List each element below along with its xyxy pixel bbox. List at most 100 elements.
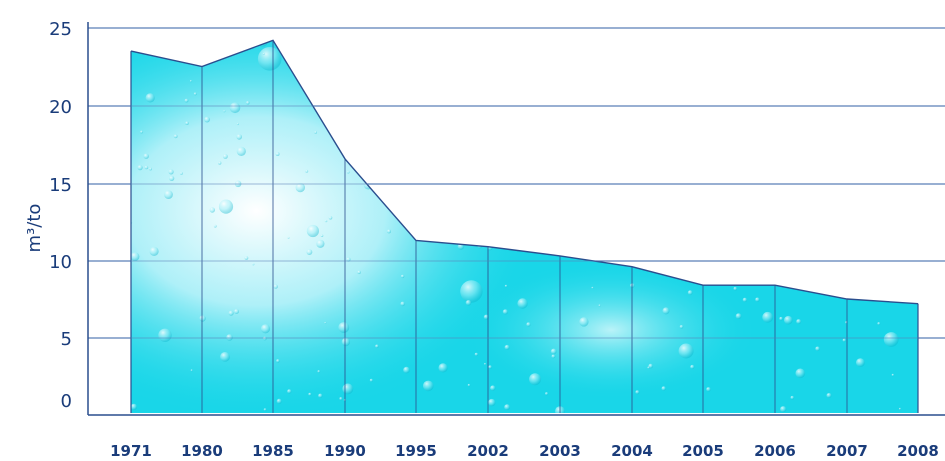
water-drop xyxy=(705,97,710,103)
water-drop xyxy=(752,90,755,93)
water-drop xyxy=(204,116,211,123)
water-drop xyxy=(733,286,738,291)
water-drop xyxy=(490,385,496,391)
water-drop xyxy=(499,204,502,207)
water-drop xyxy=(460,280,483,303)
water-drop xyxy=(493,97,497,101)
water-drop xyxy=(490,124,494,128)
water-drop xyxy=(589,202,595,208)
water-drop xyxy=(305,169,309,173)
water-drop xyxy=(769,124,784,139)
water-drop xyxy=(276,398,282,404)
water-drop xyxy=(164,190,173,200)
water-drop xyxy=(658,97,662,101)
water-drop xyxy=(448,122,451,125)
water-drop xyxy=(652,40,657,43)
water-drop xyxy=(443,140,446,143)
x-tick-label: 1990 xyxy=(324,442,366,460)
water-drop xyxy=(784,315,793,325)
water-drop xyxy=(873,149,883,159)
water-drop xyxy=(830,213,833,216)
water-drop xyxy=(886,266,890,270)
water-drop xyxy=(617,92,620,95)
water-drop xyxy=(822,87,826,90)
water-drop xyxy=(811,193,816,198)
water-drop xyxy=(808,252,811,255)
y-tick-label: 0 xyxy=(61,391,72,412)
water-drop xyxy=(822,265,827,271)
y-tick-label: 15 xyxy=(49,175,72,196)
water-drop xyxy=(131,403,138,411)
water-drop xyxy=(189,80,193,83)
water-drop xyxy=(504,404,510,411)
water-drop xyxy=(477,227,483,233)
water-drop xyxy=(484,362,487,366)
water-drop xyxy=(521,86,529,94)
water-drop xyxy=(342,383,354,395)
water-drop xyxy=(244,256,249,260)
water-drop xyxy=(213,224,217,228)
water-drop xyxy=(169,175,175,181)
water-drop xyxy=(517,298,528,309)
water-drop xyxy=(877,40,881,43)
water-drop xyxy=(276,359,280,363)
water-drop xyxy=(273,284,278,289)
water-drop xyxy=(595,89,605,99)
water-drop xyxy=(236,122,240,126)
water-drop xyxy=(693,278,697,282)
water-drop xyxy=(260,324,271,334)
water-drop xyxy=(886,76,891,82)
water-drop xyxy=(306,224,319,238)
water-drop xyxy=(347,53,356,62)
water-drop xyxy=(246,101,250,105)
water-drop xyxy=(263,408,267,411)
water-drop xyxy=(782,263,787,268)
y-tick-label: 5 xyxy=(61,329,72,350)
water-drop xyxy=(873,159,882,168)
water-drop xyxy=(901,190,918,210)
water-drop xyxy=(316,239,325,248)
water-drop xyxy=(761,193,764,196)
water-drop xyxy=(880,160,885,164)
water-drop xyxy=(579,317,589,327)
water-drop xyxy=(647,67,650,71)
water-drop xyxy=(223,154,228,159)
water-drop xyxy=(828,167,832,171)
water-drop xyxy=(218,199,234,214)
water-drop xyxy=(228,310,234,316)
water-drop xyxy=(428,72,432,76)
water-drop xyxy=(369,378,373,382)
water-drop xyxy=(149,167,152,171)
water-drop xyxy=(539,121,544,127)
area-series xyxy=(130,39,919,414)
water-drop xyxy=(458,81,463,86)
water-drop xyxy=(504,284,508,288)
water-drop xyxy=(314,131,317,134)
water-drop xyxy=(567,251,571,255)
water-drop xyxy=(287,236,290,239)
water-drop xyxy=(262,336,267,341)
water-drop xyxy=(357,270,361,275)
water-drop xyxy=(144,165,149,170)
water-drop xyxy=(706,387,711,392)
water-drop xyxy=(287,389,292,394)
water-drop xyxy=(893,68,899,74)
water-drop xyxy=(770,269,774,272)
water-drop xyxy=(199,315,206,322)
water-drop xyxy=(347,170,350,174)
water-drop xyxy=(679,325,684,329)
water-drop xyxy=(744,139,755,150)
water-drop xyxy=(236,134,242,140)
water-drop xyxy=(883,332,899,347)
water-drop xyxy=(526,322,531,327)
water-drop xyxy=(550,348,557,355)
water-drop xyxy=(545,392,549,396)
water-drop xyxy=(896,172,907,183)
y-tick-label: 25 xyxy=(49,19,72,40)
water-drop xyxy=(559,161,564,167)
water-drop xyxy=(229,102,241,114)
water-drop xyxy=(877,322,881,326)
water-drop xyxy=(335,125,342,132)
water-drop xyxy=(815,346,820,352)
